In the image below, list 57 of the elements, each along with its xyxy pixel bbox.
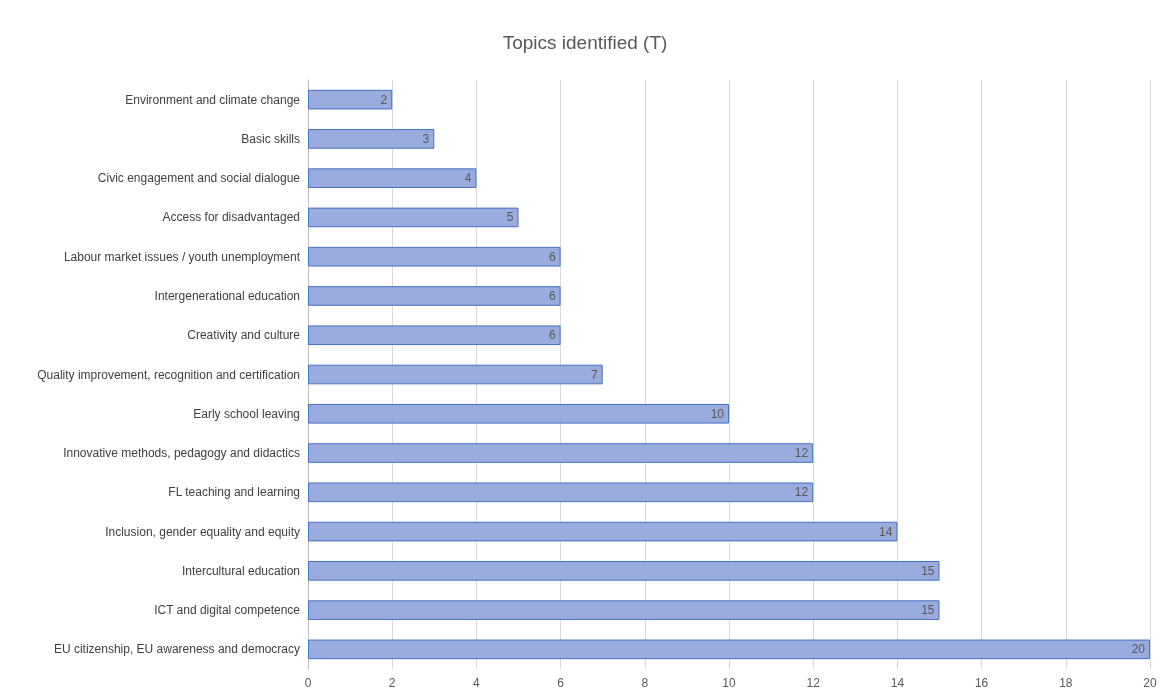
data-label: 6 bbox=[548, 249, 556, 264]
y-tick-label: Basic skills bbox=[241, 131, 300, 146]
y-tick-label: Intergenerational education bbox=[154, 288, 300, 303]
data-label: 14 bbox=[879, 524, 893, 539]
x-tick-label: 20 bbox=[1143, 676, 1157, 690]
chart-title: Topics identified (T) bbox=[502, 32, 668, 53]
data-label: 20 bbox=[1131, 642, 1146, 657]
data-label: 10 bbox=[710, 406, 725, 421]
data-label: 4 bbox=[464, 171, 472, 186]
x-tick-label: 14 bbox=[890, 676, 905, 690]
bar bbox=[308, 600, 940, 620]
data-label: 6 bbox=[548, 288, 556, 303]
bar bbox=[308, 207, 519, 228]
y-tick-label: Intercultural education bbox=[181, 563, 300, 578]
y-tick-label: Inclusion, gender equality and equity bbox=[105, 524, 300, 539]
x-tick-label: 2 bbox=[388, 676, 396, 690]
bar bbox=[308, 482, 814, 503]
x-tick-label: 4 bbox=[473, 676, 481, 690]
bar bbox=[308, 639, 1150, 660]
y-tick-label: Environment and climate change bbox=[125, 92, 301, 107]
x-tick-label: 10 bbox=[722, 676, 736, 690]
y-tick-label: EU citizenship, EU awareness and democracy bbox=[53, 642, 300, 657]
data-label: 2 bbox=[380, 92, 388, 107]
x-tick-label: 16 bbox=[974, 676, 989, 690]
bar bbox=[308, 364, 603, 385]
data-label: 12 bbox=[794, 446, 809, 461]
bar bbox=[308, 521, 898, 542]
y-tick-label: Early school leaving bbox=[193, 406, 300, 421]
y-tick-label: Quality improvement, recognition and certification bbox=[37, 367, 300, 382]
bar bbox=[308, 286, 561, 306]
y-tick-label: Labour market issues / youth unemployment bbox=[63, 249, 301, 264]
x-tick-label: 6 bbox=[557, 676, 565, 690]
bar bbox=[308, 168, 477, 188]
bar bbox=[308, 89, 393, 110]
data-label: 7 bbox=[591, 367, 599, 382]
data-label: 15 bbox=[921, 603, 935, 618]
y-tick-label: Innovative methods, pedagogy and didactics bbox=[63, 446, 300, 461]
bar bbox=[308, 129, 435, 149]
y-tick-label: ICT and digital competence bbox=[154, 603, 301, 618]
bar bbox=[308, 443, 814, 463]
y-tick-label: Creativity and culture bbox=[187, 328, 301, 343]
x-tick-label: 18 bbox=[1059, 676, 1073, 690]
bar bbox=[308, 246, 561, 267]
data-label: 6 bbox=[548, 328, 556, 343]
bar bbox=[308, 561, 940, 581]
x-tick-label: 0 bbox=[304, 676, 312, 690]
bar bbox=[308, 403, 729, 424]
data-label: 3 bbox=[422, 131, 430, 146]
data-label: 15 bbox=[921, 563, 935, 578]
bar bbox=[308, 325, 561, 346]
x-tick-label: 12 bbox=[806, 676, 821, 690]
y-tick-label: Access for disadvantaged bbox=[162, 210, 300, 225]
y-tick-label: Civic engagement and social dialogue bbox=[97, 171, 301, 186]
y-tick-label: FL teaching and learning bbox=[168, 485, 300, 500]
data-label: 5 bbox=[506, 210, 514, 225]
data-label: 12 bbox=[794, 485, 809, 500]
x-tick-label: 8 bbox=[641, 676, 649, 690]
